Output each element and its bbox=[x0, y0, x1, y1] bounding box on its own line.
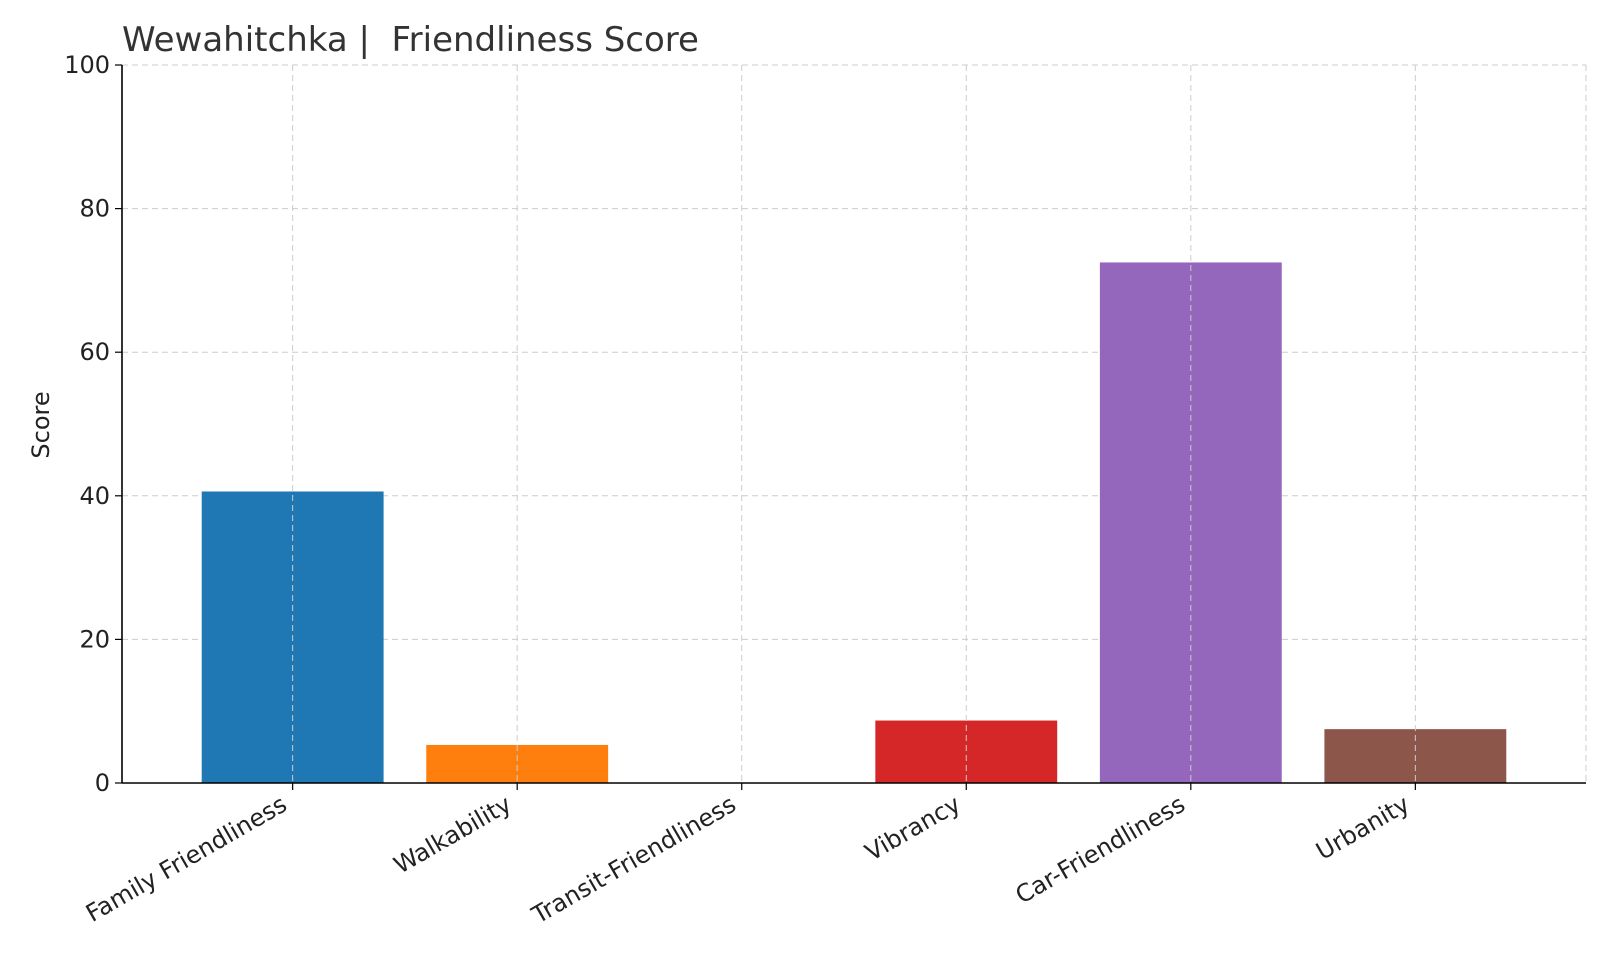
x-ticks: Family Friendliness Walkability Transit-Fr… bbox=[81, 783, 1416, 930]
axes bbox=[121, 65, 1586, 784]
x-tick-label: Family Friendliness bbox=[81, 790, 292, 928]
y-tick-label: 0 bbox=[95, 769, 110, 797]
x-tick-label: Car-Friendliness bbox=[1011, 790, 1190, 910]
bars bbox=[201, 65, 1507, 783]
x-tick-label: Walkability bbox=[389, 790, 516, 880]
x-tick-label: Vibrancy bbox=[860, 790, 965, 867]
x-tick-label: Transit-Friendliness bbox=[526, 790, 740, 930]
chart-title: Wewahitchka | Friendliness Score bbox=[122, 20, 699, 60]
y-tick-label: 100 bbox=[64, 51, 110, 79]
y-tick-label: 60 bbox=[79, 338, 110, 366]
y-tick-label: 20 bbox=[79, 625, 110, 653]
y-tick-label: 40 bbox=[79, 482, 110, 510]
x-tick-label: Urbanity bbox=[1311, 790, 1414, 866]
y-tick-label: 80 bbox=[79, 195, 110, 223]
y-ticks: 0 20 40 60 80 100 bbox=[64, 51, 122, 797]
y-axis-label: Score bbox=[27, 391, 55, 458]
